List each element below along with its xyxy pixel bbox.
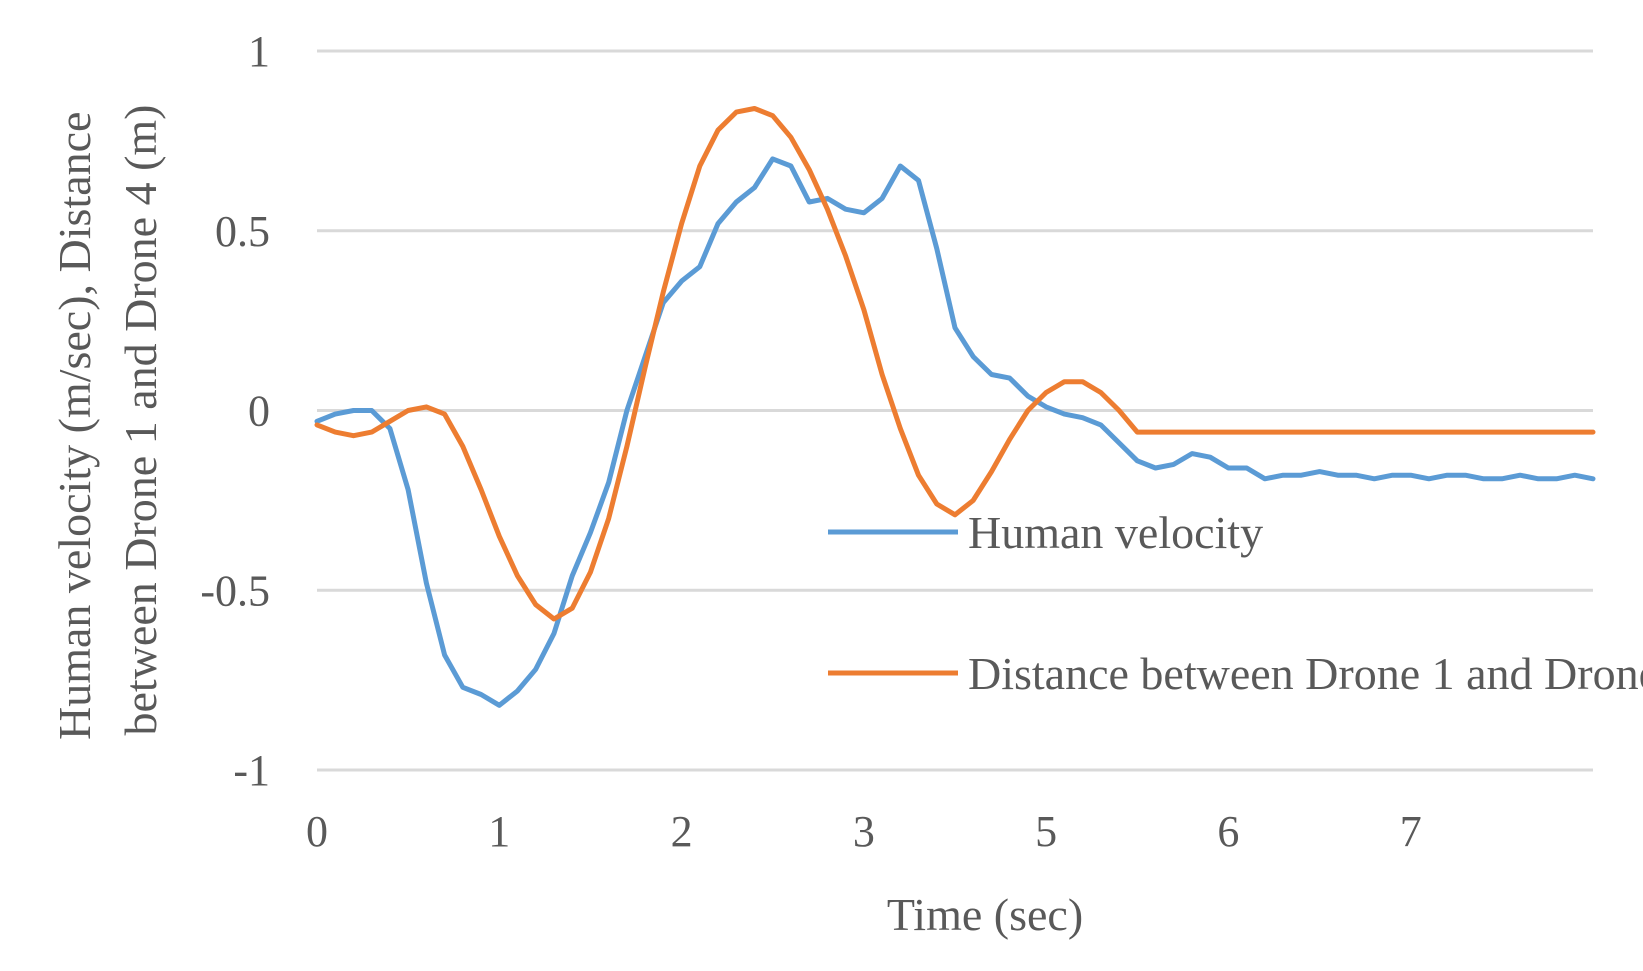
x-tick-label: 2 — [671, 807, 693, 856]
y-tick-label: 0.5 — [215, 207, 270, 256]
y-axis-title: Human velocity (m/sec), Distance between… — [49, 100, 166, 740]
series-layer — [314, 106, 1596, 708]
x-tick-label: 6 — [1217, 807, 1239, 856]
x-axis-ticks: 0 1 2 3 5 6 7 — [306, 807, 1422, 856]
y-tick-label: -0.5 — [200, 566, 270, 615]
x-tick-label: 0 — [306, 807, 328, 856]
y-axis-title-line-1: Human velocity (m/sec), Distance — [49, 112, 100, 740]
legend-label-drone-distance: Distance between Drone 1 and Drone 4 — [968, 648, 1643, 699]
x-tick-label: 5 — [1035, 807, 1057, 856]
y-tick-label: 1 — [248, 27, 270, 76]
x-tick-label: 3 — [853, 807, 875, 856]
legend: Human velocity Distance between Drone 1 … — [828, 507, 1643, 699]
y-axis-title-line-2: between Drone 1 and Drone 4 (m) — [115, 105, 166, 736]
x-axis-title: Time (sec) — [887, 889, 1083, 940]
gridlines — [317, 49, 1593, 772]
y-axis-ticks: 1 0.5 0 -0.5 -1 — [200, 27, 270, 795]
y-tick-label: 0 — [248, 387, 270, 436]
series-line-human-velocity — [314, 156, 1596, 708]
legend-label-human-velocity: Human velocity — [968, 507, 1263, 558]
y-tick-label: -1 — [233, 746, 270, 795]
series-line-drone-distance — [314, 106, 1596, 622]
x-tick-label: 1 — [488, 807, 510, 856]
x-tick-label: 7 — [1400, 807, 1422, 856]
